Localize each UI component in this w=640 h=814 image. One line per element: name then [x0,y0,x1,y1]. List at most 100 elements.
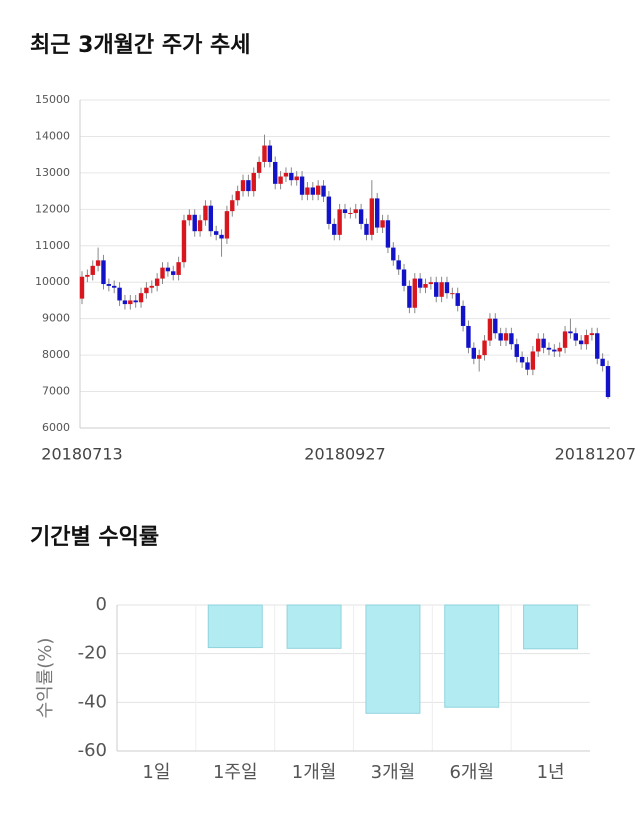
candle-body [310,187,315,195]
candle-body [176,262,181,275]
y-tick-label: 9000 [42,312,70,325]
y-axis-label: 수익률(%) [35,638,56,719]
candle-body [149,285,154,288]
chart-title: 기간별 수익률 [30,525,159,550]
candle-body [79,276,85,299]
candle-body [122,300,128,305]
candle-body [358,209,364,224]
candle-body [568,331,573,334]
candle-body [380,220,385,228]
candle-body [160,267,165,279]
candle-body [391,247,396,261]
candle-body [138,293,144,303]
candle-body [514,344,519,357]
candle-body [235,191,240,201]
candle-body [273,161,278,184]
x-tick-label: 3개월 [371,762,416,783]
bar [207,604,263,649]
candle-body [482,340,487,356]
candle-body [519,356,525,363]
chart-title: 최근 3개월간 주가 추세 [30,33,250,58]
candle-body [595,333,600,359]
candle-body [154,278,160,286]
candle-body [493,318,498,334]
y-tick-label: -20 [78,643,107,664]
candle-body [283,172,289,177]
candle-body [348,212,353,214]
candle-body [385,220,391,248]
y-tick-label: -40 [78,691,107,712]
candle-body [128,300,133,305]
candle-body [342,209,348,213]
candle-body [144,287,149,294]
candle-body [396,260,401,270]
candle-body [224,211,230,239]
candle-body [509,333,514,345]
candle-body [219,234,224,239]
candle-body [600,358,605,367]
bar [286,604,342,649]
candle-body [213,231,219,235]
candle-body [353,209,358,213]
candle-body [299,176,305,195]
y-tick-label: 0 [96,594,107,615]
y-tick-label: 6000 [42,421,70,434]
y-tick-label: 10000 [35,275,70,288]
candle-body [278,176,283,184]
candle-body [444,282,450,294]
candle-body [240,180,246,192]
x-tick-label: 6개월 [449,762,494,783]
y-tick-label: 11000 [35,239,70,252]
candle-body [187,214,192,221]
candle-body [332,223,337,235]
x-tick-label: 1개월 [292,762,337,783]
candle-body [375,198,380,228]
candle-body [117,287,122,301]
candle-body [85,274,90,277]
bar [365,604,421,714]
candle-body [557,347,562,352]
candle-body [428,282,434,285]
candle-body [455,293,460,306]
x-tick-label: 20180927 [304,445,385,464]
y-tick-label: 12000 [35,202,70,215]
candle-body [562,331,568,348]
candle-body [552,349,557,352]
candle-body [364,223,369,235]
y-tick-label: 14000 [35,129,70,142]
candle-body [112,285,117,288]
x-tick-label: 1일 [142,762,170,783]
candle-body [267,145,273,162]
candle-body [573,333,578,341]
candle-body [434,282,439,297]
candle-body [305,187,310,195]
candle-body [584,335,589,345]
candle-body [315,185,321,195]
candle-body [289,172,294,181]
candle-body [95,260,101,266]
candle-body [578,340,584,345]
candle-body [401,269,407,286]
candle-body [171,271,176,275]
candle-body [133,300,138,303]
candle-body [326,196,332,224]
x-tick-label: 20181207 [555,445,636,464]
candle-body [466,325,471,348]
candle-body [546,347,552,350]
candle-body [423,284,428,288]
candle-body [208,205,214,232]
bar [523,604,579,650]
candle-body [476,355,482,359]
candle-body [369,198,375,235]
candle-body [439,282,444,297]
candle-body [90,265,95,275]
candle-body [412,278,417,308]
candle-body [503,333,509,341]
candle-body [101,260,106,285]
candle-body [106,284,112,286]
x-tick-label: 1년 [537,762,565,783]
candle-body [498,333,503,341]
candle-body [525,362,530,370]
x-tick-label: 1주일 [213,762,258,783]
